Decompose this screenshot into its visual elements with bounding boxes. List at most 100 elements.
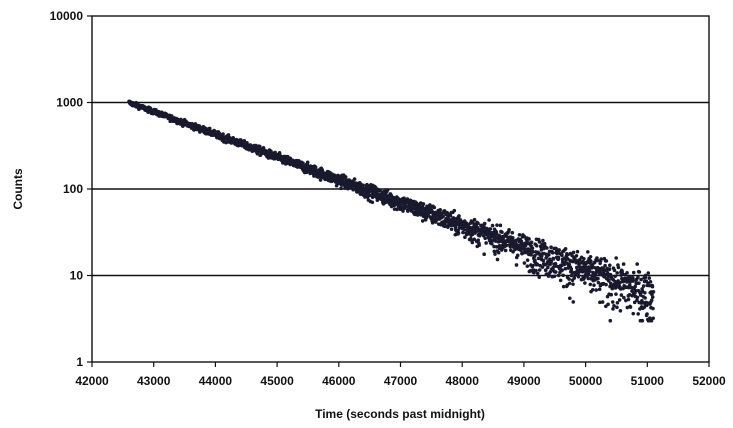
x-tick-label: 51000 [631, 374, 665, 388]
data-point [625, 270, 629, 275]
data-point [618, 280, 622, 285]
data-point [530, 263, 535, 268]
data-point [616, 265, 621, 270]
data-point [612, 304, 616, 308]
data-point [599, 257, 603, 261]
data-point [636, 312, 640, 316]
data-point [648, 280, 653, 284]
data-point [619, 293, 624, 297]
data-point [318, 178, 323, 182]
data-point [449, 227, 454, 231]
data-point [588, 259, 593, 263]
data-point [598, 261, 602, 266]
data-point [643, 273, 648, 278]
data-point [496, 250, 501, 255]
data-point [631, 270, 636, 275]
data-point [558, 278, 563, 283]
data-point [651, 290, 656, 294]
data-point [598, 300, 602, 305]
data-point [517, 233, 522, 237]
data-point [617, 298, 622, 302]
data-point [567, 281, 572, 286]
data-point [522, 234, 526, 239]
data-point [548, 270, 553, 274]
data-point [650, 295, 655, 299]
data-point [625, 305, 630, 310]
data-point [515, 253, 520, 258]
data-point [385, 188, 390, 192]
data-point [606, 271, 610, 276]
y-tick-label: 10 [70, 269, 84, 283]
data-point [608, 318, 613, 323]
data-point [615, 301, 620, 305]
x-tick-label: 45000 [260, 374, 294, 388]
data-point [618, 309, 623, 313]
data-point [627, 283, 632, 287]
data-point [305, 160, 310, 165]
data-point [530, 246, 535, 250]
data-point [452, 208, 457, 213]
data-point [651, 306, 655, 311]
data-point [438, 208, 443, 212]
x-tick-label: 46000 [322, 374, 356, 388]
data-point [528, 268, 533, 273]
data-point [343, 186, 347, 190]
data-point [547, 253, 551, 257]
data-point [535, 262, 540, 267]
data-point [576, 274, 581, 279]
data-point [461, 230, 465, 235]
data-point [553, 261, 558, 266]
data-point [569, 267, 574, 271]
data-point [560, 253, 564, 258]
data-point [490, 223, 495, 228]
data-point [603, 263, 607, 268]
data-point [421, 202, 426, 206]
data-point [643, 290, 647, 295]
data-point [639, 277, 643, 282]
data-point [611, 307, 615, 311]
data-point [621, 262, 626, 266]
data-point [420, 219, 425, 223]
data-point [584, 269, 589, 274]
data-point [592, 283, 596, 287]
data-point [475, 226, 480, 230]
data-point [572, 276, 577, 280]
data-point [557, 248, 561, 252]
data-point [301, 161, 305, 165]
data-point [615, 271, 619, 275]
data-point [546, 265, 550, 270]
data-point [487, 218, 491, 222]
data-point [637, 281, 641, 285]
data-point [500, 230, 504, 234]
data-point [553, 270, 558, 274]
data-point [636, 275, 640, 280]
data-point [543, 262, 548, 267]
data-point [483, 236, 487, 241]
data-point [542, 241, 547, 246]
y-tick-label: 100 [63, 182, 83, 196]
data-point [484, 241, 488, 245]
data-point [540, 265, 545, 269]
data-point [549, 245, 553, 249]
data-point [582, 257, 586, 261]
data-point [370, 200, 375, 205]
data-point [563, 247, 568, 251]
data-point [472, 217, 477, 222]
data-point [534, 244, 539, 248]
data-point [463, 235, 467, 240]
data-point [590, 287, 595, 292]
data-point [522, 261, 527, 265]
x-tick-label: 48000 [446, 374, 480, 388]
data-point [541, 238, 545, 243]
y-tick-label: 10000 [50, 9, 84, 23]
data-point [599, 271, 603, 276]
data-points [127, 99, 656, 323]
data-point [628, 305, 633, 309]
data-point [607, 263, 612, 268]
data-point [544, 268, 548, 272]
x-axis: 42000 43000 44000 45000 46000 47000 48000 49000… [75, 362, 726, 388]
data-point [556, 273, 561, 278]
data-point [597, 287, 602, 292]
